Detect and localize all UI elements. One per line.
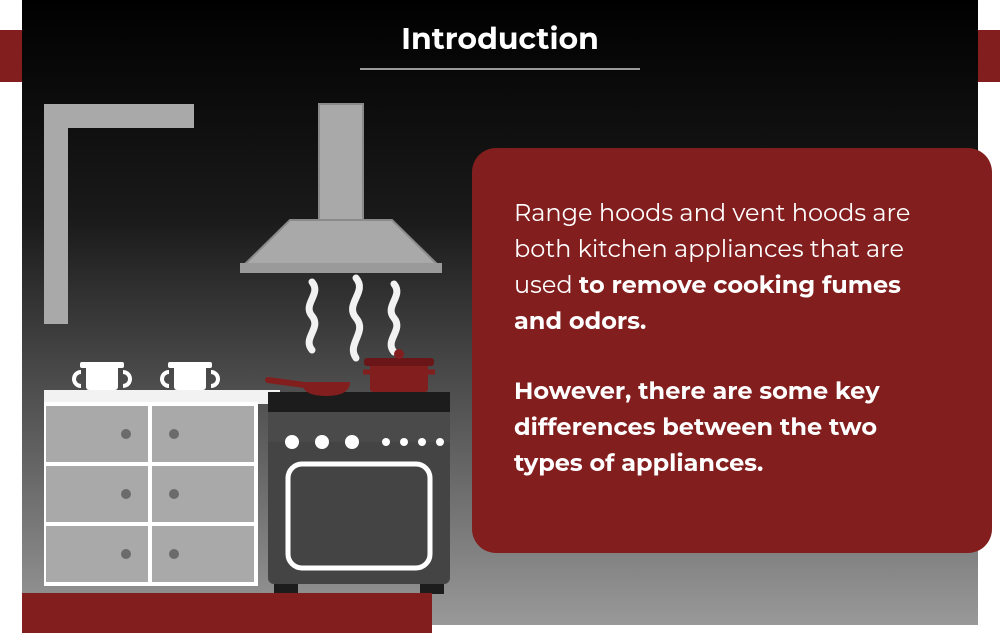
paragraph-2: However, there are some key differences … — [514, 374, 950, 482]
range-hood-icon — [244, 220, 438, 265]
footer-accent-bar — [22, 593, 432, 633]
left-accent-bar — [0, 30, 22, 82]
paragraph-1: Range hoods and vent hoods are both kitc… — [514, 196, 950, 340]
title-underline — [360, 68, 640, 70]
steam-icon — [309, 278, 397, 358]
pot-icon — [363, 349, 435, 392]
hood-vent-pipe — [319, 104, 363, 224]
stove-icon — [268, 392, 450, 594]
kitchen-illustration — [44, 100, 474, 625]
hood-bottom-trim — [240, 263, 442, 273]
countertop — [44, 390, 280, 404]
intro-text-card: Range hoods and vent hoods are both kitc… — [472, 148, 992, 553]
cabinets — [44, 404, 256, 584]
slide-background: Introduction Range hoods and vent hoods … — [22, 0, 978, 625]
wall-frame-side — [44, 104, 68, 324]
right-accent-bar — [978, 30, 1000, 82]
cup-left-icon — [74, 362, 130, 390]
page-title: Introduction — [22, 20, 978, 57]
cup-right-icon — [162, 362, 218, 390]
